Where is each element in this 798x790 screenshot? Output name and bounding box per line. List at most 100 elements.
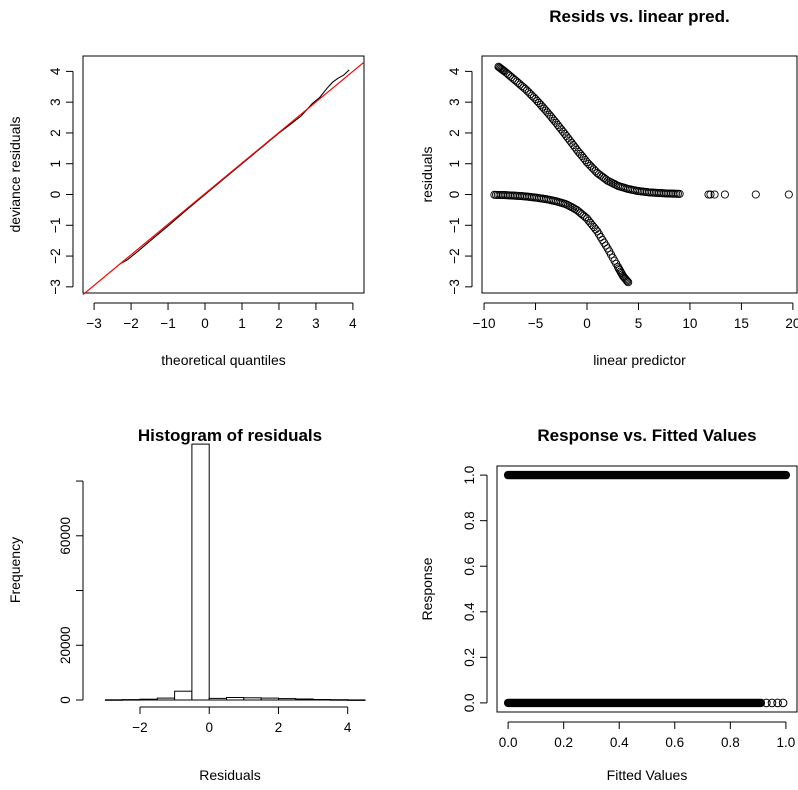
- qq-x-tick-label: 1: [238, 316, 246, 331]
- resid-lower-point: [623, 277, 632, 286]
- hist-x-axis-title: Residuals: [199, 767, 260, 783]
- histogram-bar: [347, 699, 366, 701]
- hist-y-tick-label: 20000: [58, 626, 73, 664]
- response-fitted-panel: 0.0 0.2 0.4 0.6 0.8 1.0 0.0 0.2 0.4 0.6 0.8 1.0 Resp…: [419, 426, 798, 783]
- resid-title: Resids vs. linear pred.: [549, 7, 729, 26]
- hist-y-axis-title: Frequency: [7, 537, 23, 603]
- hist-x-tick-label: 2: [275, 720, 283, 735]
- fitted-x-tick-label: 0.8: [721, 735, 740, 750]
- fitted-y-tick-label: 0.4: [462, 602, 477, 621]
- fitted-x-tick-label: 0.0: [499, 735, 518, 750]
- resid-y-tick-label: 1: [447, 160, 462, 168]
- qq-y-tick-label: −2: [48, 248, 63, 263]
- qq-x-tick-label: −2: [123, 316, 138, 331]
- qq-y-tick-label: −1: [48, 218, 63, 233]
- qq-y-tick-label: 4: [48, 67, 63, 75]
- resid-lower-point: [622, 276, 631, 285]
- resid-y-tick-label: 2: [447, 129, 462, 137]
- histogram-bar: [174, 690, 193, 701]
- histogram-bar: [278, 698, 297, 701]
- fitted-y-axis-title: Response: [419, 557, 435, 620]
- fitted-y-tick-label: 0.2: [462, 648, 477, 667]
- histogram-bar: [208, 697, 227, 701]
- histogram-bar: [191, 443, 210, 701]
- qq-x-tick-label: −1: [160, 316, 175, 331]
- hist-x-tick-label: 4: [344, 720, 352, 735]
- resid-isolated-point: [751, 190, 760, 199]
- resid-y-tick-label: −3: [447, 279, 462, 294]
- qq-y-tick-label: −3: [48, 279, 63, 294]
- histogram-bar: [329, 699, 349, 701]
- resid-upper-point: [675, 189, 684, 198]
- resid-y-axis-title: residuals: [419, 146, 435, 202]
- resid-isolated-point: [710, 190, 719, 199]
- histogram-bar: [295, 698, 314, 701]
- qq-x-tick-label: −3: [86, 316, 101, 331]
- fitted-x-tick-label: 0.2: [554, 735, 573, 750]
- qq-y-axis-title: deviance residuals: [7, 117, 23, 233]
- qq-plot-frame: [82, 55, 365, 294]
- qq-y-tick-label: 1: [48, 160, 63, 168]
- fitted-point: [767, 698, 777, 708]
- resid-x-tick-label: 20: [785, 316, 798, 331]
- resid-isolated-point: [704, 190, 713, 199]
- resid-isolated-point: [784, 190, 793, 199]
- qq-x-tick-label: 2: [275, 316, 283, 331]
- fitted-point: [778, 698, 788, 708]
- resid-isolated-point: [720, 190, 729, 199]
- resid-x-tick-label: 5: [635, 316, 643, 331]
- qq-x-tick-label: 4: [349, 316, 357, 331]
- histogram-bar: [104, 699, 124, 701]
- resid-y-tick-label: 4: [447, 67, 462, 75]
- resid-x-tick-label: 0: [583, 316, 591, 331]
- fitted-x-tick-label: 0.4: [610, 735, 629, 750]
- qq-y-tick-label: 3: [48, 98, 63, 106]
- resid-x-tick-label: −5: [528, 316, 543, 331]
- fitted-x-tick-label: 1.0: [776, 735, 795, 750]
- hist-x-tick-label: −2: [132, 720, 147, 735]
- histogram-panel: −2 0 2 4 0 20000 60000 Histogram of residuals Re…: [7, 426, 366, 783]
- histogram-bar: [139, 698, 158, 701]
- resid-y-tick-label: 0: [447, 191, 462, 199]
- histogram-bar: [243, 697, 262, 701]
- qq-reference-line: [82, 61, 365, 296]
- fitted-y-tick-label: 1.0: [462, 466, 477, 485]
- resid-isolated-point: [706, 190, 715, 199]
- qq-plot-panel: −3 −2 −1 0 1 2 3 4 −3 −2 −1 0 1 2 3 4 theoretical quanti…: [7, 55, 365, 368]
- resid-lower-point: [624, 278, 633, 287]
- fitted-y-tick-label: 0.6: [462, 557, 477, 576]
- resid-plot-frame: [481, 55, 798, 294]
- fitted-point: [762, 698, 771, 708]
- qq-x-tick-label: 3: [312, 316, 320, 331]
- histogram-bar: [312, 699, 331, 701]
- resid-x-tick-label: 10: [682, 316, 697, 331]
- histogram-bar: [226, 697, 245, 701]
- histogram-bar: [260, 697, 280, 701]
- resid-x-tick-label: 15: [734, 316, 749, 331]
- hist-title: Histogram of residuals: [138, 426, 322, 445]
- resid-y-tick-label: −1: [447, 218, 462, 233]
- fitted-point: [773, 698, 782, 708]
- fitted-y-tick-label: 0.8: [462, 511, 477, 530]
- fitted-x-axis-title: Fitted Values: [607, 767, 688, 783]
- fitted-x-tick-label: 0.6: [665, 735, 684, 750]
- hist-x-tick-label: 0: [205, 720, 213, 735]
- fitted-y-tick-label: 0.0: [462, 693, 477, 712]
- qq-quantile-line: [119, 69, 350, 265]
- resid-y-tick-label: −2: [447, 248, 462, 263]
- hist-y-tick-label: 0: [58, 696, 73, 704]
- qq-x-axis-title: theoretical quantiles: [161, 352, 286, 368]
- hist-y-tick-label: 60000: [58, 517, 73, 555]
- histogram-bar: [156, 697, 176, 701]
- histogram-bar: [122, 699, 141, 701]
- resid-y-tick-label: 3: [447, 98, 462, 106]
- qq-y-tick-label: 0: [48, 191, 63, 199]
- resid-x-tick-label: −10: [473, 316, 496, 331]
- fitted-title: Response vs. Fitted Values: [537, 426, 756, 445]
- resid-x-axis-title: linear predictor: [593, 352, 686, 368]
- qq-y-tick-label: 2: [48, 129, 63, 137]
- fitted-plot-frame: [496, 465, 798, 713]
- qq-x-tick-label: 0: [201, 316, 209, 331]
